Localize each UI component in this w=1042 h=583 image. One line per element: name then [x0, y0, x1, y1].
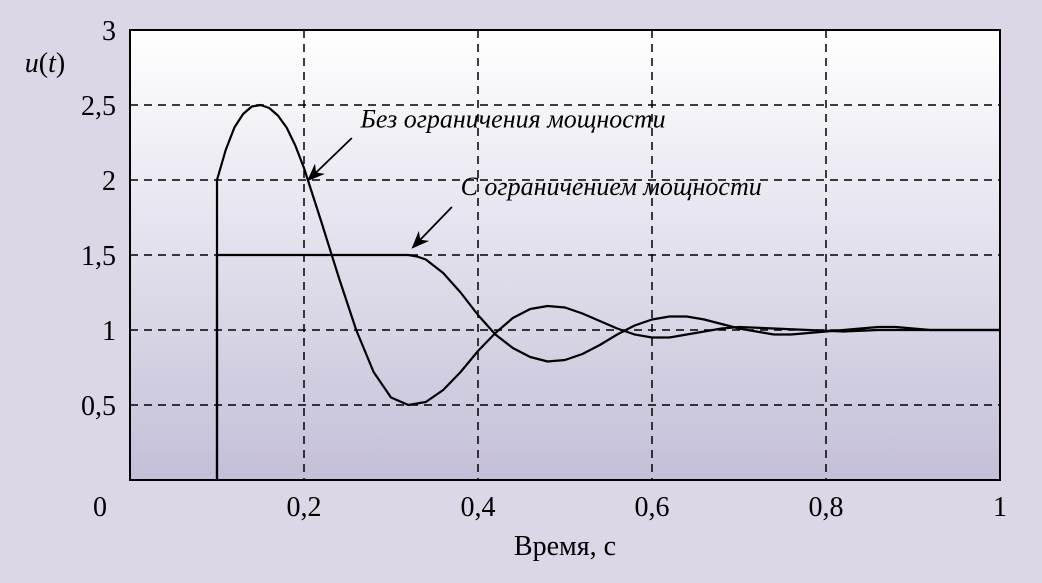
xtick-label: 0,6	[635, 492, 670, 523]
xtick-label: 0,8	[809, 492, 844, 523]
x-axis-label: Время, с	[514, 531, 616, 562]
ytick-label: 0,5	[81, 391, 116, 422]
ytick-label: 2,5	[81, 91, 116, 122]
xtick-label: 0	[93, 492, 107, 523]
y-axis-label: u(t)	[25, 48, 65, 79]
ytick-label: 1,5	[81, 241, 116, 272]
ytick-label: 3	[102, 16, 116, 47]
xtick-label: 1	[993, 492, 1007, 523]
xtick-label: 0,4	[461, 492, 496, 523]
chart-svg: 0 0,2 0,4 0,6 0,8 1 0,5 1 1,5 2 2,5 3 u(t) Время, с Бе…	[0, 0, 1042, 583]
annotation-label-0: Без ограничения мощности	[360, 105, 666, 134]
ytick-label: 1	[102, 316, 116, 347]
annotation-label-1: С ограничением мощности	[461, 172, 762, 201]
chart-container: 0 0,2 0,4 0,6 0,8 1 0,5 1 1,5 2 2,5 3 u(t) Время, с Бе…	[0, 0, 1042, 583]
ytick-label: 2	[102, 166, 116, 197]
xtick-label: 0,2	[287, 492, 322, 523]
